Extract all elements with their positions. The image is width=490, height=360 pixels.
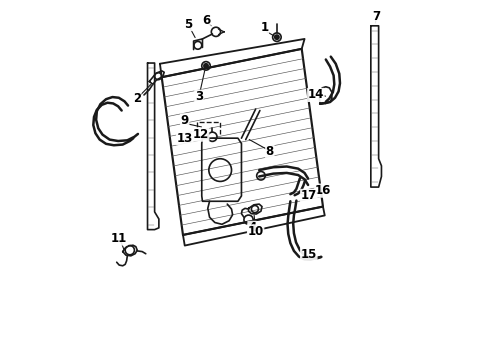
Text: 10: 10 xyxy=(247,225,264,238)
Text: 5: 5 xyxy=(184,18,193,31)
Text: 4: 4 xyxy=(248,221,256,234)
Text: 2: 2 xyxy=(133,92,141,105)
Text: 11: 11 xyxy=(111,232,127,245)
Text: 16: 16 xyxy=(315,184,331,197)
Text: 8: 8 xyxy=(266,145,274,158)
Text: 17: 17 xyxy=(301,189,317,202)
Circle shape xyxy=(275,35,279,39)
Text: 14: 14 xyxy=(308,89,324,102)
Text: 12: 12 xyxy=(193,128,209,141)
Text: 7: 7 xyxy=(372,10,380,23)
Text: 1: 1 xyxy=(260,21,269,34)
Text: 13: 13 xyxy=(176,132,193,145)
Circle shape xyxy=(204,64,208,68)
Text: 9: 9 xyxy=(181,114,189,127)
Text: 3: 3 xyxy=(195,90,203,103)
Text: 15: 15 xyxy=(300,248,317,261)
Text: 6: 6 xyxy=(202,14,210,27)
